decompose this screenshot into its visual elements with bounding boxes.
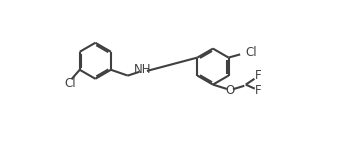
Text: NH: NH <box>134 63 152 76</box>
Text: F: F <box>255 85 262 97</box>
Text: Cl: Cl <box>64 77 76 90</box>
Text: Cl: Cl <box>245 47 257 59</box>
Text: O: O <box>225 84 235 97</box>
Text: F: F <box>255 69 261 82</box>
